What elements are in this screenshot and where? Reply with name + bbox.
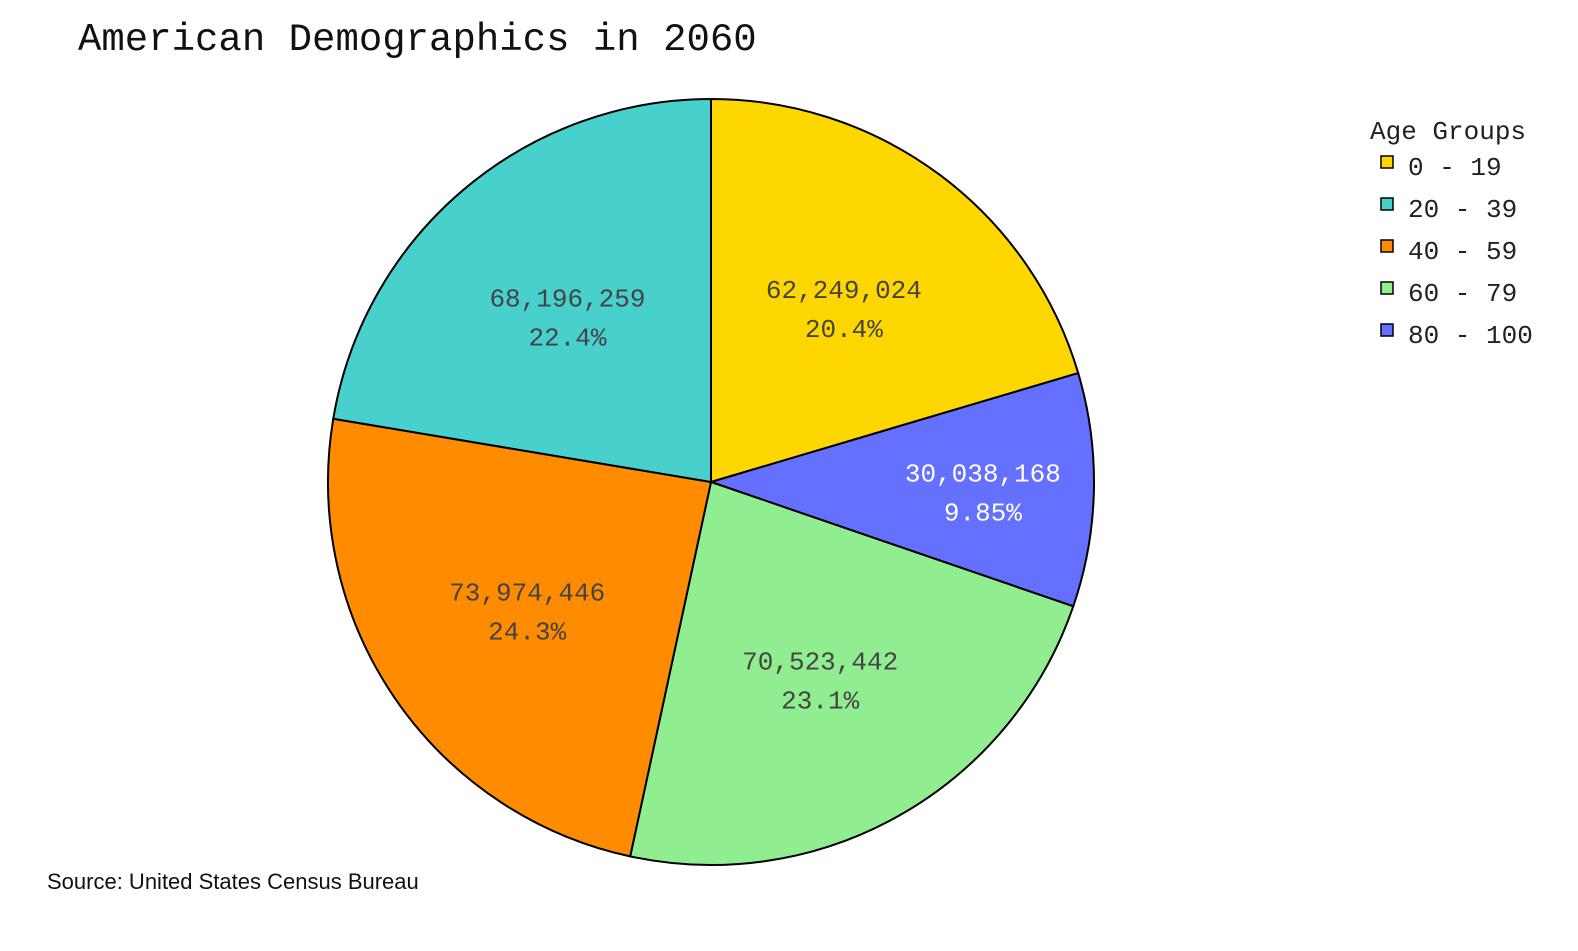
source-note: Source: United States Census Bureau [47,869,419,894]
slice-value-label: 73,974,446 [449,579,605,609]
slice-value-label: 30,038,168 [905,460,1061,490]
pie-slice-20-39 [332,97,712,484]
chart-title: American Demographics in 2060 [78,18,757,62]
legend-item-label: 80 - 100 [1408,321,1533,351]
legend-swatch [1380,197,1394,211]
pie-slices [327,97,1095,866]
slice-percent-label: 24.3% [488,618,566,648]
legend-swatch [1380,239,1394,253]
legend-item-label: 40 - 59 [1408,237,1517,267]
slice-percent-label: 22.4% [528,323,606,353]
pie-slice-0-19 [710,97,1080,484]
slice-value-label: 70,523,442 [742,647,898,677]
legend-item-label: 60 - 79 [1408,279,1517,309]
pie-slice-40-59 [327,417,713,858]
legend-swatch [1380,155,1394,169]
slice-percent-label: 9.85% [944,499,1022,529]
legend-title: Age Groups [1370,117,1526,147]
slice-percent-label: 20.4% [805,315,883,345]
legend-item-label: 20 - 39 [1408,195,1517,225]
slice-labels: 62,249,024 20.4% 30,038,168 9.85% 70,523,442… [449,276,1061,716]
slice-value-label: 62,249,024 [766,276,922,306]
pie-slice-80-100 [707,371,1095,608]
slice-percent-label: 23.1% [781,686,859,716]
legend-item-label: 0 - 19 [1408,153,1502,183]
pie-slice-60-79 [628,480,1075,866]
legend-swatch [1380,323,1394,337]
slice-value-label: 68,196,259 [489,284,645,314]
legend: Age Groups 0 - 19 20 - 39 40 - 59 60 - 79 80… [1370,117,1533,351]
legend-swatch [1380,281,1394,295]
